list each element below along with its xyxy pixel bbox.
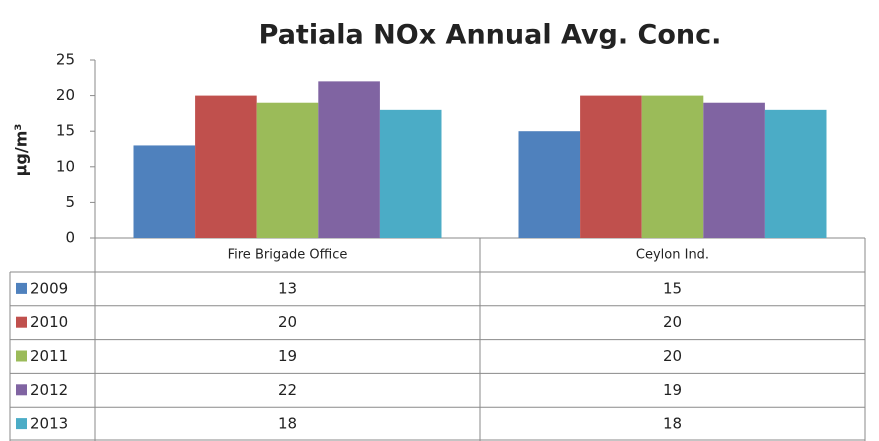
table-value: 18: [278, 415, 297, 433]
bar: [703, 102, 765, 238]
table-value: 18: [663, 415, 682, 433]
bar: [641, 95, 704, 238]
table-value: 22: [278, 381, 297, 399]
legend-label: 2010: [30, 313, 68, 331]
legend-swatch: [16, 316, 27, 328]
bar: [195, 95, 257, 238]
y-tick-label: 5: [65, 193, 75, 211]
table-value: 15: [663, 279, 682, 297]
legend-label: 2013: [30, 415, 68, 433]
bar: [318, 81, 380, 238]
bar: [518, 131, 581, 238]
table-value: 19: [663, 381, 682, 399]
bar: [256, 102, 319, 238]
legend-label: 2009: [30, 279, 68, 297]
legend-swatch: [16, 384, 27, 396]
legend-swatch: [16, 418, 27, 430]
table-value: 19: [278, 347, 297, 365]
legend-label: 2011: [30, 347, 68, 365]
y-tick-label: 25: [56, 51, 75, 69]
table-value: 20: [278, 313, 297, 331]
x-tick-label: Ceylon Ind.: [636, 248, 709, 263]
y-axis-title: µg/m³: [12, 124, 31, 177]
x-tick-label: Fire Brigade Office: [228, 248, 348, 263]
table-value: 13: [278, 279, 297, 297]
y-tick-label: 15: [56, 122, 75, 140]
y-tick-label: 0: [65, 229, 75, 247]
bar: [764, 109, 827, 238]
table-value: 20: [663, 313, 682, 331]
chart-title: Patiala NOx Annual Avg. Conc.: [259, 20, 722, 51]
bar: [580, 95, 642, 238]
legend-swatch: [16, 350, 27, 362]
y-tick-label: 20: [56, 86, 75, 104]
table-value: 20: [663, 347, 682, 365]
y-tick-label: 10: [56, 157, 75, 175]
bar: [379, 109, 442, 238]
legend-label: 2012: [30, 381, 68, 399]
legend-swatch: [16, 282, 27, 294]
bar: [133, 145, 196, 238]
